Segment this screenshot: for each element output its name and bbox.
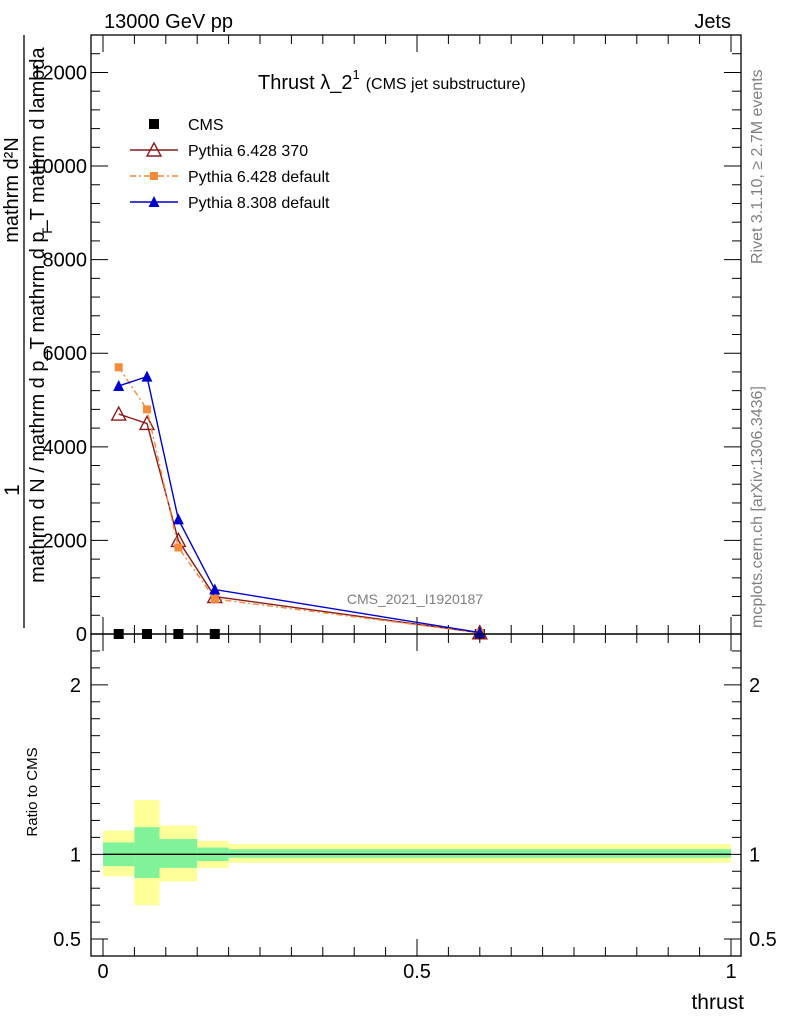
title-text: Thrust λ_2 [258, 72, 352, 94]
series-3-point-3 [209, 583, 221, 595]
y-tick-label: 0 [76, 624, 87, 646]
category-label: Jets [694, 11, 731, 33]
ratio-y-tick-label: 1 [70, 844, 81, 866]
series-3-point-4 [474, 626, 486, 638]
legend-label-0: CMS [188, 117, 224, 134]
ratio-inner-band-4 [228, 849, 731, 858]
ratio-y-tick-label: 0.5 [53, 929, 81, 951]
legend-marker-1 [145, 141, 163, 157]
analysis-watermark: CMS_2021_I1920187 [347, 591, 483, 607]
y-tick-label: 2000 [43, 530, 88, 552]
ylabel-left-denominator: mathrm d N / mathrm d p_T [27, 337, 49, 583]
x-tick-label: 0 [97, 961, 108, 983]
series-2-point-2 [174, 543, 183, 552]
ylabel-denominator: mathrm d p_T mathrm d lambda [27, 46, 49, 332]
ratio-y-tick-label: 2 [70, 675, 81, 697]
x-tick-label: 1 [725, 961, 736, 983]
ratio-frame [90, 633, 742, 957]
main-title: Thrust λ_21 (CMS jet substructure) [258, 67, 526, 94]
legend-label-2: Pythia 6.428 default [188, 169, 330, 186]
series-line-1 [118, 413, 480, 634]
ratio-inner-band-2 [159, 839, 198, 868]
legend-marker-2 [150, 172, 158, 180]
series-3-point-1 [141, 370, 153, 382]
series-2-point-0 [114, 363, 123, 372]
series-3-point-0 [113, 379, 125, 391]
ratio-y-label: Ratio to CMS [24, 747, 41, 836]
ylabel-left-numerator: 1 [1, 484, 24, 496]
ratio-y-tick-label-right: 1 [749, 844, 760, 866]
series-1-point-0 [110, 405, 127, 421]
y-tick-label: 12000 [31, 62, 87, 84]
legend-label-1: Pythia 6.428 370 [188, 143, 308, 160]
y-tick-label: 10000 [31, 156, 87, 178]
ratio-y-tick-label-right: 2 [749, 675, 760, 697]
series-1-point-1 [138, 414, 156, 431]
title-superscript: 1 [352, 67, 359, 82]
energy-label: 13000 GeV pp [104, 11, 233, 33]
legend-label-3: Pythia 8.308 default [188, 195, 330, 212]
main-plot: 0 2000 4000 6000 8000 10000 12000 [31, 34, 742, 646]
mcplots-label: mcplots.cern.ch [arXiv:1306.3436] [749, 386, 766, 628]
legend: CMS Pythia 6.428 370 Pythia 6.428 default P… [130, 117, 330, 212]
series-3-point-2 [172, 513, 184, 525]
ratio-y-tick-label-right: 0.5 [749, 929, 777, 951]
series-2-point-1 [142, 405, 151, 414]
y-tick-label: 6000 [43, 343, 88, 365]
y-tick-label: 8000 [43, 250, 88, 272]
title-subtitle: (CMS jet substructure) [366, 76, 526, 93]
ylabel-numerator: mathrm d²N [1, 137, 23, 243]
ylabel-subscript: T [39, 227, 55, 236]
x-tick-label: 0.5 [403, 961, 431, 983]
x-axis-label: thrust [691, 991, 744, 1014]
y-tick-label: 4000 [43, 437, 88, 459]
series-2-point-3 [210, 594, 219, 603]
rivet-label: Rivet 3.1.10, ≥ 2.7M events [749, 69, 766, 264]
legend-marker-0 [149, 119, 159, 129]
y-axis-label: 1 mathrm d N / mathrm d p_T mathrm d²N m… [1, 35, 55, 628]
ratio-plot: 0 0.5 1 0.5 0.5 1 1 2 2 [53, 633, 777, 983]
svg-text:Thrust λ_21(CMS jet substructu: Thrust λ_21 (CMS jet substructure) [258, 67, 526, 94]
ratio-inner-band-1 [134, 827, 160, 879]
legend-marker-3 [148, 196, 160, 207]
